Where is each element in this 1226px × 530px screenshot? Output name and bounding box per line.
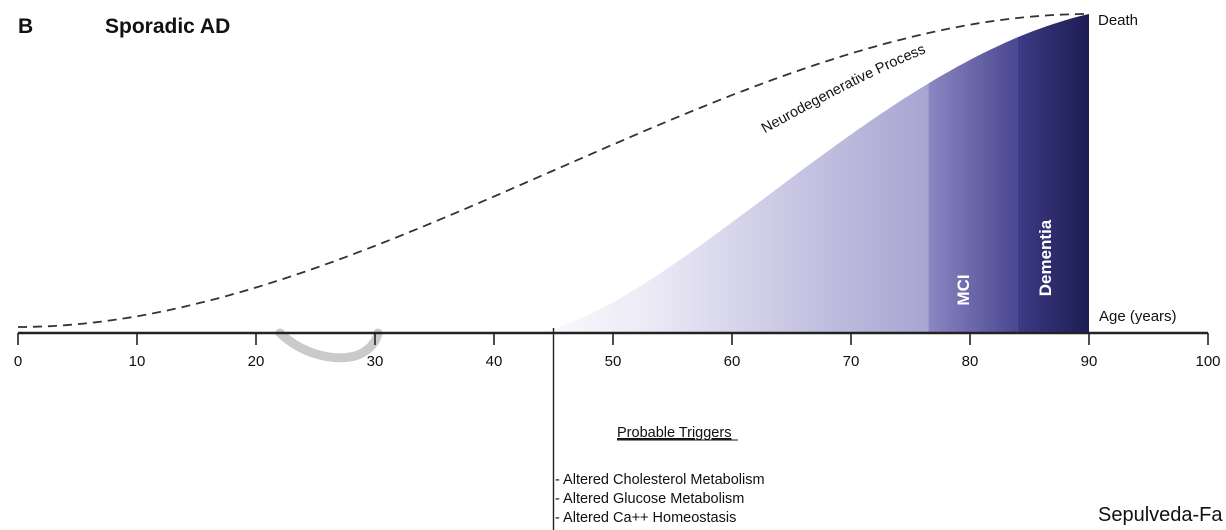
neurodegeneration-shading xyxy=(529,14,929,333)
axis-tick-label: 10 xyxy=(129,353,146,370)
axis-label: Age (years) xyxy=(1099,308,1177,325)
axis-tick-label: 30 xyxy=(367,353,384,370)
dementia-stage-area xyxy=(1017,14,1089,333)
axis-tick-label: 80 xyxy=(962,353,979,370)
axis-tick-label: 90 xyxy=(1081,353,1098,370)
axis-tick-label: 50 xyxy=(605,353,622,370)
figure-title: Sporadic AD xyxy=(105,15,230,38)
ghost-swoosh xyxy=(275,328,383,363)
panel-letter: B xyxy=(18,15,33,38)
trigger-item: - Altered Ca++ Homeostasis xyxy=(555,510,736,526)
trigger-item: - Altered Glucose Metabolism xyxy=(555,491,744,507)
triggers-heading: Probable Triggers xyxy=(617,425,731,441)
axis-tick-label: 20 xyxy=(248,353,265,370)
axis-tick-label: 70 xyxy=(843,353,860,370)
axis-ticks: 0 10 20 30 40 50 60 70 80 90 100 xyxy=(14,333,1221,370)
neurodegenerative-process-curve xyxy=(18,13,1089,328)
axis-tick-label: 100 xyxy=(1195,353,1220,370)
axis-tick-label: 60 xyxy=(724,353,741,370)
axis-tick-label: 40 xyxy=(486,353,503,370)
dementia-label: Dementia xyxy=(1036,219,1055,296)
mci-stage-area xyxy=(928,14,1018,333)
mci-label: MCI xyxy=(954,274,973,305)
death-label: Death xyxy=(1098,12,1138,29)
trigger-item: - Altered Cholesterol Metabolism xyxy=(555,472,765,488)
credit-text: Sepulveda-Fa xyxy=(1098,504,1223,526)
axis-tick-label: 0 xyxy=(14,353,22,370)
